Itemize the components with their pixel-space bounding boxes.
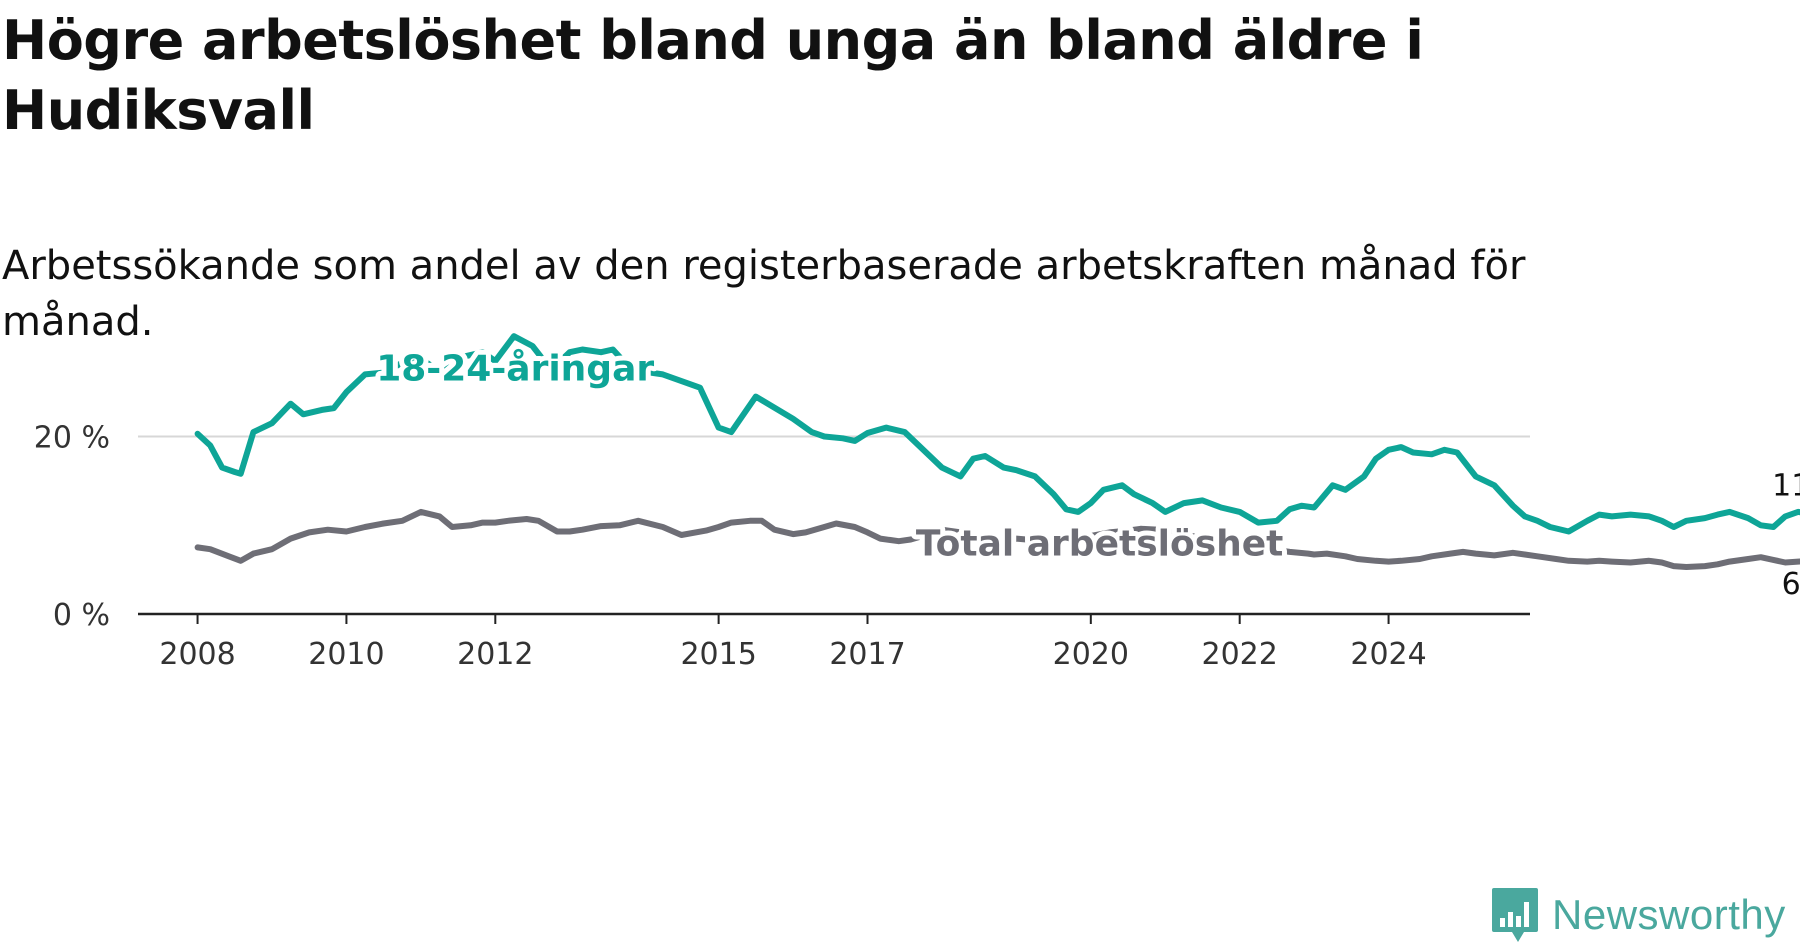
newsworthy-brand: Newsworthy [1490,886,1786,944]
x-tick-label: 2020 [1053,637,1129,672]
series-label-youth: 18-24-åringar [376,349,654,390]
x-tick-label: 2012 [457,637,533,672]
series-label-total-halo: Total arbetslöshet [916,523,1284,564]
series-label-total: Total arbetslöshet [916,523,1284,564]
x-tick-label: 2010 [308,637,384,672]
end-value-label: 11,3 % [1772,469,1800,504]
x-tick-label: 2017 [829,637,905,672]
series-line-total [194,508,1800,570]
end-value-label-halo: 11,3 % [1772,469,1800,504]
x-tick-label: 2024 [1350,637,1426,672]
brand-name: Newsworthy [1552,891,1786,938]
x-tick-label: 2008 [159,637,235,672]
series-label-youth-halo: 18-24-åringar [376,349,654,390]
end-value-label: 6,3 % [1782,567,1800,602]
x-tick-label: 2015 [680,637,756,672]
newsworthy-logo-icon [1492,888,1538,942]
chart-subtitle: Arbetssökande som andel av den registerb… [2,243,1526,345]
series-line-youth [194,333,1800,535]
x-tick-label: 2022 [1202,637,1278,672]
end-value-label-halo: 6,3 % [1782,567,1800,602]
y-tick-label: 20 % [34,421,110,456]
chart-title: Högre arbetslöshet bland unga än bland ä… [2,9,1424,142]
y-tick-label: 0 % [53,598,110,633]
